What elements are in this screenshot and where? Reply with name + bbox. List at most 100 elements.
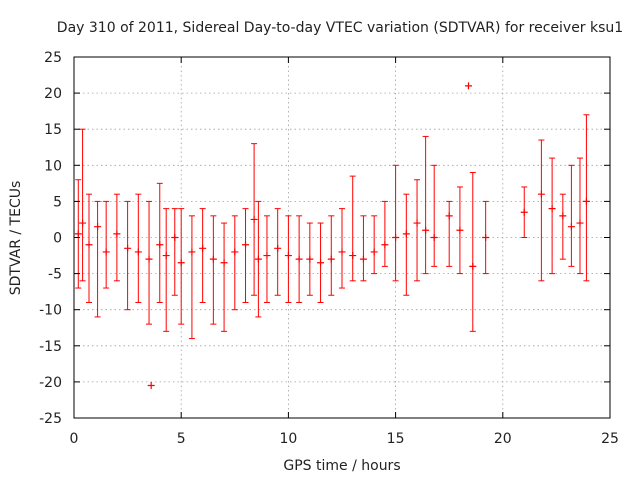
plus-marker (124, 244, 132, 252)
data-point (284, 215, 292, 303)
data-point (430, 164, 438, 267)
plus-marker (349, 252, 357, 260)
data-point (250, 143, 258, 296)
data-point (220, 222, 228, 332)
data-point (402, 193, 410, 296)
plus-marker (134, 248, 142, 256)
plus-marker (85, 241, 93, 249)
plus-marker (79, 219, 87, 227)
plus-marker (548, 205, 556, 213)
y-tick-label: -20 (39, 375, 62, 391)
data-point (188, 215, 196, 340)
plus-marker (567, 223, 575, 231)
plus-marker (177, 259, 185, 267)
plus-marker (359, 255, 367, 263)
plus-marker (231, 248, 239, 256)
data-point (576, 157, 584, 275)
axis-ticks: 0 5 10 15 20 25 -25 -20 -15 -10 -5 0 5 10 15 20 25 (39, 50, 619, 447)
data-point (263, 215, 271, 303)
y-tick-label: 15 (44, 122, 62, 138)
plus-marker (209, 255, 217, 263)
data-point (145, 200, 153, 325)
data-point (162, 208, 170, 332)
plus-marker (147, 382, 155, 390)
data-point (559, 193, 567, 260)
data-point (102, 200, 110, 289)
plus-marker (284, 252, 292, 260)
plus-marker (370, 248, 378, 256)
data-point (338, 208, 346, 289)
x-tick-label: 10 (279, 431, 297, 447)
data-point (113, 193, 121, 282)
data-point (156, 182, 164, 303)
data-point (85, 193, 93, 303)
plus-marker (74, 230, 82, 238)
data-point (231, 215, 239, 311)
data-point (295, 215, 303, 303)
data-point (134, 193, 142, 303)
plus-marker (254, 255, 262, 263)
data-point (392, 164, 400, 282)
plus-marker (482, 234, 490, 241)
plus-marker (317, 259, 325, 267)
data-point (274, 208, 282, 296)
y-tick-label: 10 (44, 158, 62, 174)
plus-marker (520, 208, 528, 216)
y-tick-label: 25 (44, 50, 62, 66)
data-point (482, 200, 490, 275)
x-tick-label: 20 (494, 431, 512, 447)
plus-marker (469, 262, 477, 270)
plus-marker (188, 248, 196, 256)
data-point (147, 382, 155, 390)
plus-marker (274, 244, 282, 252)
data-point (381, 200, 389, 267)
y-tick-label: -15 (39, 339, 62, 355)
plus-marker (220, 259, 228, 267)
data-point (209, 215, 217, 325)
x-tick-label: 15 (387, 431, 405, 447)
plus-marker (576, 219, 584, 227)
data-series (74, 82, 590, 390)
plus-marker (171, 234, 179, 241)
data-point (537, 139, 545, 282)
plus-marker (422, 226, 430, 234)
data-point (422, 135, 430, 275)
plus-marker (113, 230, 121, 238)
data-point (445, 200, 453, 267)
plus-marker (242, 241, 250, 249)
data-point (582, 114, 590, 282)
plus-marker (102, 248, 110, 256)
y-tick-label: -5 (48, 267, 62, 283)
data-point (242, 208, 250, 303)
plus-marker (199, 244, 207, 252)
plus-marker (413, 219, 421, 227)
y-tick-label: -10 (39, 303, 62, 319)
data-point (469, 172, 477, 332)
x-tick-label: 0 (70, 431, 79, 447)
data-point (177, 208, 185, 325)
data-point (79, 128, 87, 282)
plus-marker (381, 241, 389, 249)
y-tick-label: 20 (44, 86, 62, 102)
plus-marker (392, 234, 400, 241)
data-point (124, 200, 132, 311)
plus-marker (306, 255, 314, 263)
plus-marker (582, 197, 590, 205)
y-tick-label: 5 (53, 194, 62, 210)
plus-marker (145, 255, 153, 263)
plus-marker (156, 241, 164, 249)
plus-marker (464, 82, 472, 90)
data-point (349, 175, 357, 282)
data-point (548, 157, 556, 275)
plus-marker (162, 252, 170, 260)
data-point (567, 164, 575, 267)
plus-marker (94, 223, 102, 231)
data-point (359, 215, 367, 282)
data-point (74, 179, 82, 289)
plus-marker (327, 255, 335, 263)
plus-marker (430, 234, 438, 241)
plus-marker (559, 212, 567, 220)
y-tick-label: 0 (53, 231, 62, 247)
plus-marker (402, 230, 410, 238)
data-point (306, 222, 314, 296)
